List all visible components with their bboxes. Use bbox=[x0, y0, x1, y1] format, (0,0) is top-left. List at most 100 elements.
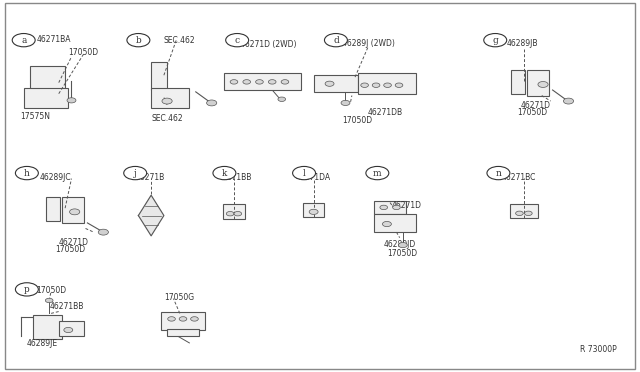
Circle shape bbox=[538, 81, 548, 87]
Circle shape bbox=[398, 243, 407, 248]
Text: 46271DA: 46271DA bbox=[296, 173, 331, 182]
Text: 46289JC: 46289JC bbox=[40, 173, 71, 182]
Bar bbox=[314, 75, 358, 92]
Bar bbox=[151, 62, 167, 90]
Bar bbox=[374, 201, 406, 214]
Text: b: b bbox=[136, 36, 141, 45]
Circle shape bbox=[525, 211, 532, 215]
Circle shape bbox=[15, 283, 38, 296]
Text: 46271D: 46271D bbox=[59, 238, 89, 247]
Bar bbox=[167, 329, 199, 336]
Circle shape bbox=[309, 209, 318, 214]
Circle shape bbox=[234, 211, 242, 216]
Text: 46271DB: 46271DB bbox=[368, 109, 403, 118]
Text: 46271BB: 46271BB bbox=[218, 173, 252, 182]
Text: 46289JE: 46289JE bbox=[27, 339, 58, 348]
Circle shape bbox=[207, 100, 217, 106]
Bar bbox=[511, 70, 525, 94]
Circle shape bbox=[179, 317, 187, 321]
Text: j: j bbox=[134, 169, 136, 177]
Text: 17050D: 17050D bbox=[387, 249, 417, 258]
Text: 46289J (2WD): 46289J (2WD) bbox=[342, 39, 395, 48]
Circle shape bbox=[278, 97, 285, 102]
Text: 17050D: 17050D bbox=[68, 48, 99, 57]
Text: m: m bbox=[373, 169, 381, 177]
Circle shape bbox=[281, 80, 289, 84]
Circle shape bbox=[168, 317, 175, 321]
Text: SEC.462: SEC.462 bbox=[164, 36, 195, 45]
Text: 46289JD: 46289JD bbox=[384, 240, 416, 248]
Text: 17050D: 17050D bbox=[342, 116, 372, 125]
Bar bbox=[225, 73, 301, 90]
Text: 46271BC: 46271BC bbox=[502, 173, 536, 182]
Text: 46289JB: 46289JB bbox=[507, 39, 538, 48]
Bar bbox=[62, 197, 84, 223]
Circle shape bbox=[191, 317, 198, 321]
Circle shape bbox=[213, 166, 236, 180]
Text: n: n bbox=[495, 169, 501, 177]
Circle shape bbox=[487, 166, 510, 180]
Bar bbox=[223, 205, 246, 219]
Text: 17050D: 17050D bbox=[36, 286, 67, 295]
Text: SEC.462: SEC.462 bbox=[151, 114, 183, 123]
Bar bbox=[527, 70, 549, 96]
Text: R 73000P: R 73000P bbox=[580, 345, 616, 354]
Circle shape bbox=[243, 80, 250, 84]
Text: 46271D (2WD): 46271D (2WD) bbox=[241, 40, 297, 49]
Circle shape bbox=[516, 211, 524, 215]
Circle shape bbox=[227, 211, 234, 216]
Circle shape bbox=[366, 166, 389, 180]
Bar bbox=[161, 311, 205, 330]
Text: a: a bbox=[21, 36, 26, 45]
Circle shape bbox=[325, 81, 334, 86]
Text: d: d bbox=[333, 36, 339, 45]
Bar bbox=[24, 88, 68, 109]
Circle shape bbox=[324, 33, 348, 47]
Polygon shape bbox=[138, 195, 164, 236]
Circle shape bbox=[395, 83, 403, 87]
Circle shape bbox=[484, 33, 507, 47]
Circle shape bbox=[230, 80, 238, 84]
Circle shape bbox=[563, 98, 573, 104]
Circle shape bbox=[124, 166, 147, 180]
Circle shape bbox=[361, 83, 369, 87]
Circle shape bbox=[292, 166, 316, 180]
Text: 46271D: 46271D bbox=[521, 101, 551, 110]
Circle shape bbox=[383, 221, 392, 227]
Circle shape bbox=[162, 98, 172, 104]
Text: c: c bbox=[235, 36, 240, 45]
Text: h: h bbox=[24, 169, 30, 177]
Circle shape bbox=[226, 33, 248, 47]
Text: g: g bbox=[492, 36, 498, 45]
Bar bbox=[30, 66, 65, 90]
Circle shape bbox=[70, 209, 80, 215]
Text: k: k bbox=[221, 169, 227, 177]
Text: 46271BB: 46271BB bbox=[49, 302, 84, 311]
Bar bbox=[303, 203, 324, 217]
Text: 46271B: 46271B bbox=[135, 173, 164, 182]
Text: p: p bbox=[24, 285, 29, 294]
Text: 17050G: 17050G bbox=[164, 293, 194, 302]
Circle shape bbox=[341, 100, 350, 106]
Bar bbox=[358, 73, 415, 94]
Circle shape bbox=[384, 83, 392, 87]
Circle shape bbox=[268, 80, 276, 84]
Bar bbox=[510, 204, 538, 218]
Bar bbox=[59, 321, 84, 336]
Text: 17050D: 17050D bbox=[56, 245, 86, 254]
Bar bbox=[374, 214, 415, 232]
Bar bbox=[33, 315, 62, 339]
Circle shape bbox=[15, 166, 38, 180]
Circle shape bbox=[127, 33, 150, 47]
Bar bbox=[151, 88, 189, 109]
Circle shape bbox=[45, 298, 53, 303]
Text: 17575N: 17575N bbox=[20, 112, 51, 121]
Bar bbox=[46, 197, 60, 221]
Text: l: l bbox=[303, 169, 305, 177]
Text: 46271BA: 46271BA bbox=[36, 35, 71, 44]
Circle shape bbox=[67, 98, 76, 103]
Circle shape bbox=[372, 83, 380, 87]
Text: 17050D: 17050D bbox=[518, 109, 548, 118]
Circle shape bbox=[12, 33, 35, 47]
Circle shape bbox=[99, 229, 108, 235]
